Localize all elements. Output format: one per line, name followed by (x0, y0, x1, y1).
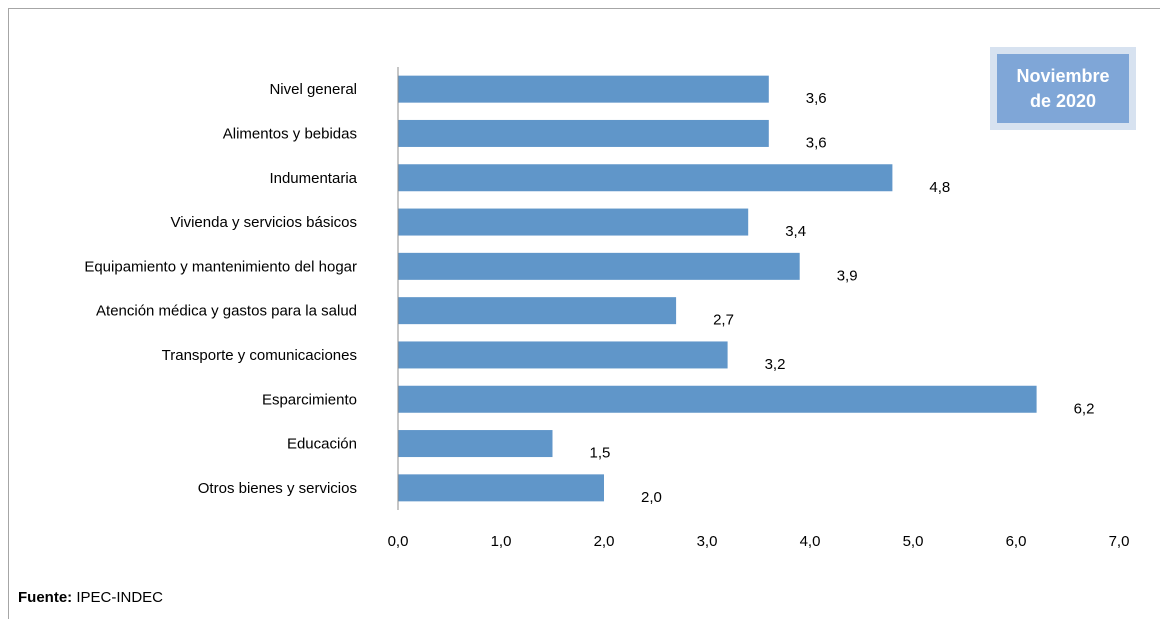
bar (398, 297, 677, 325)
bar (398, 75, 769, 103)
data-label: 3,6 (806, 90, 827, 107)
source-label: Fuente: (18, 589, 73, 606)
bar (398, 164, 893, 192)
x-tick-label: 4,0 (800, 533, 821, 550)
x-tick-label: 0,0 (388, 533, 409, 550)
category-label: Esparcimiento (262, 391, 357, 408)
category-label: Alimentos y bebidas (223, 125, 357, 142)
category-label: Educación (287, 436, 357, 453)
bar (398, 430, 553, 458)
chart-frame (8, 8, 1160, 619)
source-text: IPEC-INDEC (72, 589, 164, 606)
data-label: 3,9 (837, 267, 858, 284)
source-note: Fuente: IPEC-INDEC (18, 589, 163, 606)
category-label: Vivienda y servicios básicos (171, 214, 357, 231)
period-badge-line2: de 2020 (1029, 90, 1097, 111)
x-tick-label: 5,0 (903, 533, 924, 550)
category-label: Nivel general (269, 81, 357, 98)
data-label: 3,4 (785, 223, 806, 240)
bar (398, 341, 728, 369)
data-label: 1,5 (590, 445, 611, 462)
data-label: 2,7 (713, 312, 734, 329)
x-tick-label: 6,0 (1006, 533, 1027, 550)
bar (398, 119, 769, 147)
data-label: 4,8 (929, 179, 950, 196)
period-badge-line1: Noviembre (1016, 65, 1110, 86)
category-label: Atención médica y gastos para la salud (96, 303, 357, 320)
bar (398, 385, 1037, 413)
category-label: Transporte y comunicaciones (162, 347, 357, 364)
x-tick-label: 2,0 (594, 533, 615, 550)
data-label: 6,2 (1074, 400, 1095, 417)
bar (398, 252, 800, 280)
x-tick-label: 7,0 (1109, 533, 1130, 550)
period-badge-inner: Noviembre de 2020 (997, 54, 1129, 123)
category-label: Equipamiento y mantenimiento del hogar (84, 258, 357, 275)
bar (398, 208, 749, 236)
category-label: Otros bienes y servicios (198, 480, 357, 497)
period-badge: Noviembre de 2020 (990, 47, 1136, 130)
x-tick-label: 3,0 (697, 533, 718, 550)
x-tick-label: 1,0 (491, 533, 512, 550)
data-label: 3,6 (806, 134, 827, 151)
data-label: 2,0 (641, 489, 662, 506)
data-label: 3,2 (765, 356, 786, 373)
category-label: Indumentaria (269, 170, 357, 187)
bar (398, 474, 604, 502)
